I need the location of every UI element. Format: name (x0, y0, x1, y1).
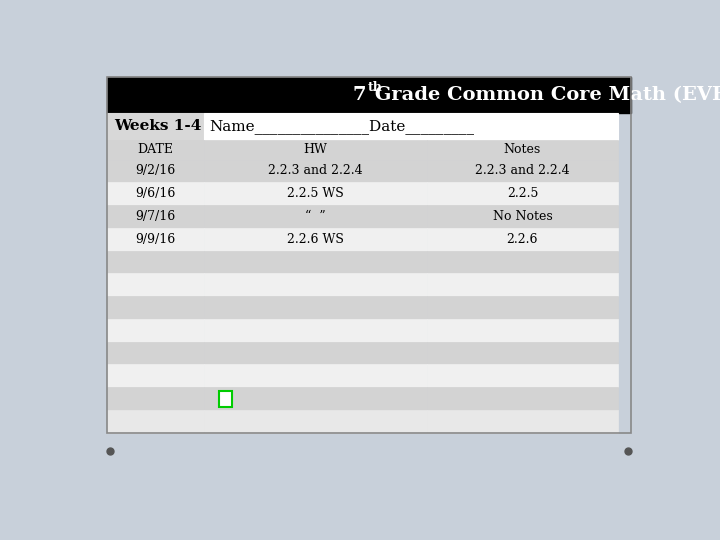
Bar (427, 387, 618, 410)
Text: Grade Common Core Math (EVEN Periods): Grade Common Core Math (EVEN Periods) (369, 86, 720, 104)
Bar (107, 77, 631, 433)
Bar (107, 183, 204, 205)
Bar (107, 160, 204, 183)
Bar (107, 77, 631, 113)
Bar (204, 113, 618, 140)
Bar (204, 364, 427, 387)
Bar (427, 319, 618, 342)
Bar (107, 228, 204, 251)
Bar (204, 140, 427, 160)
Bar (107, 273, 204, 296)
Bar (204, 205, 427, 228)
Bar (107, 364, 204, 387)
Text: DATE: DATE (138, 143, 174, 156)
Text: HW: HW (303, 143, 327, 156)
Text: 2.2.5 WS: 2.2.5 WS (287, 187, 343, 200)
Bar (107, 205, 204, 228)
Bar (427, 296, 618, 319)
Bar (427, 273, 618, 296)
Bar (107, 410, 204, 433)
Bar (204, 273, 427, 296)
Bar (204, 342, 427, 364)
Text: 9/2/16: 9/2/16 (135, 165, 176, 178)
Text: 2.2.6: 2.2.6 (507, 233, 538, 246)
Bar (427, 410, 618, 433)
Bar (204, 410, 427, 433)
Bar (204, 387, 427, 410)
Text: Name_______________Date_________: Name_______________Date_________ (210, 119, 474, 133)
Bar (204, 160, 427, 183)
Bar (427, 183, 618, 205)
Text: 2.2.3 and 2.2.4: 2.2.3 and 2.2.4 (268, 165, 363, 178)
Bar (107, 296, 204, 319)
Bar (427, 228, 618, 251)
Bar (107, 319, 204, 342)
Bar (107, 251, 204, 273)
Text: 2.2.5: 2.2.5 (507, 187, 538, 200)
Text: “  ”: “ ” (305, 210, 325, 223)
Bar (427, 205, 618, 228)
Text: No Notes: No Notes (492, 210, 552, 223)
Bar (204, 183, 427, 205)
Text: 9/6/16: 9/6/16 (135, 187, 176, 200)
Text: 9/9/16: 9/9/16 (135, 233, 176, 246)
Text: 2.2.3 and 2.2.4: 2.2.3 and 2.2.4 (475, 165, 570, 178)
Text: 9/7/16: 9/7/16 (135, 210, 176, 223)
Bar (220, 390, 232, 407)
Bar (427, 342, 618, 364)
Bar (427, 140, 618, 160)
Text: 2.2.6 WS: 2.2.6 WS (287, 233, 343, 246)
Bar (204, 296, 427, 319)
Bar (427, 160, 618, 183)
Text: th: th (367, 81, 382, 94)
Text: 7: 7 (353, 86, 366, 104)
Bar (204, 228, 427, 251)
Bar (204, 251, 427, 273)
Bar (107, 387, 204, 410)
Text: Weeks 1-4: Weeks 1-4 (114, 119, 202, 133)
Bar (107, 140, 204, 160)
Bar (107, 113, 204, 140)
Bar (204, 319, 427, 342)
Bar (107, 342, 204, 364)
Bar (427, 251, 618, 273)
Bar (427, 364, 618, 387)
Text: Notes: Notes (504, 143, 541, 156)
